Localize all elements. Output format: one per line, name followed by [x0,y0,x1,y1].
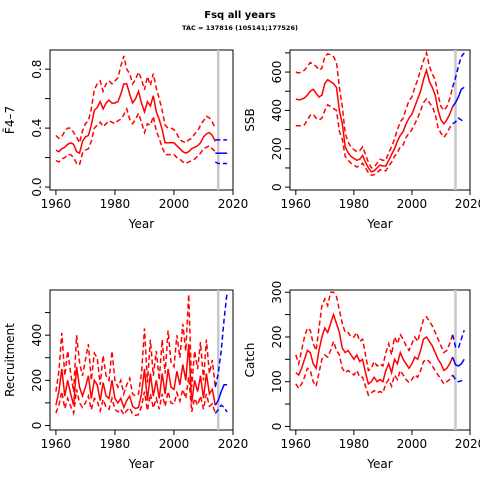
forecast-lower-line [214,161,228,165]
y-tick-label: 200 [270,137,284,160]
forecast-upper-line [214,292,228,388]
y-tick-label: 100 [270,370,284,393]
chart-subtitle: TAC = 137816 (105141;177526) [182,24,298,32]
estimate-line [295,67,454,173]
y-tick-label: 0 [270,423,284,431]
x-tick-label: 1980 [100,197,131,211]
estimate-line [295,312,454,386]
x-tick-label: 1960 [281,437,312,451]
x-tick-label: 1980 [339,437,370,451]
x-tick-label: 2020 [218,197,249,211]
x-tick-label: 1960 [281,197,312,211]
forecast-upper-line [451,52,465,88]
x-tick-label: 2000 [159,437,190,451]
x-tick-label: 2000 [397,197,428,211]
forecast-line [451,86,465,108]
plot-frame [289,289,471,431]
y-tick-label: 0 [30,422,44,430]
x-tick-label: 2020 [455,437,480,451]
lower-bound-line [295,97,454,176]
upper-bound-line [55,55,216,145]
chart-title: Fsq all years [204,10,276,21]
lower-bound-line [55,106,216,166]
x-axis-label: Year [366,217,392,231]
y-axis-label: Catch [243,343,257,378]
x-tick-label: 1980 [100,437,131,451]
y-axis-label: F̄4–7 [3,106,17,134]
x-axis-label: Year [128,217,154,231]
estimate-line [55,83,216,155]
y-tick-label: 400 [30,324,44,347]
y-tick-label: 0.0 [30,178,44,197]
x-tick-label: 2000 [159,197,190,211]
x-tick-label: 2020 [455,197,480,211]
x-tick-label: 2000 [397,437,428,451]
x-axis-label: Year [366,457,392,471]
lower-bound-line [55,376,217,417]
y-tick-label: 0 [270,183,284,191]
forecast-upper-line [451,330,465,350]
plot-frame [289,49,471,191]
y-tick-label: 400 [270,99,284,122]
y-tick-label: 0.8 [30,60,44,79]
upper-bound-line [295,291,454,372]
forecast-lower-line [214,404,228,414]
panel-fbar: 1960 1980 2000 2020 0.0 0.4 0.8 Year F̄4–7 [3,49,249,231]
x-axis-label: Year [128,457,154,471]
plot-frame [49,49,234,191]
x-tick-label: 1960 [41,197,72,211]
estimate-line [55,344,217,410]
y-tick-label: 200 [270,326,284,349]
upper-bound-line [295,50,454,169]
x-tick-label: 1980 [339,197,370,211]
upper-bound-line [55,294,217,398]
y-tick-label: 600 [270,61,284,84]
forecast-line [214,384,228,406]
y-tick-label: 300 [270,281,284,304]
forecast-lower-line [451,374,465,383]
y-axis-label: SSB [243,108,257,131]
panel-catch: 1960 1980 2000 2020 0 100 200 300 Year Catch [243,281,480,471]
x-tick-label: 2020 [218,437,249,451]
forecast-line [451,356,465,367]
y-axis-label: Recruitment [3,323,17,397]
x-tick-label: 1960 [41,437,72,451]
y-tick-label: 0.4 [30,119,44,138]
plot-frame [49,289,234,431]
lower-bound-line [295,338,454,397]
y-tick-label: 200 [30,369,44,392]
panel-ssb: 1960 1980 2000 2020 0 200 400 600 Year SSB [243,49,480,231]
forecast-lower-line [452,117,465,125]
panel-recruitment: 1960 1980 2000 2020 0 200 400 Year Recruitment [3,289,249,471]
